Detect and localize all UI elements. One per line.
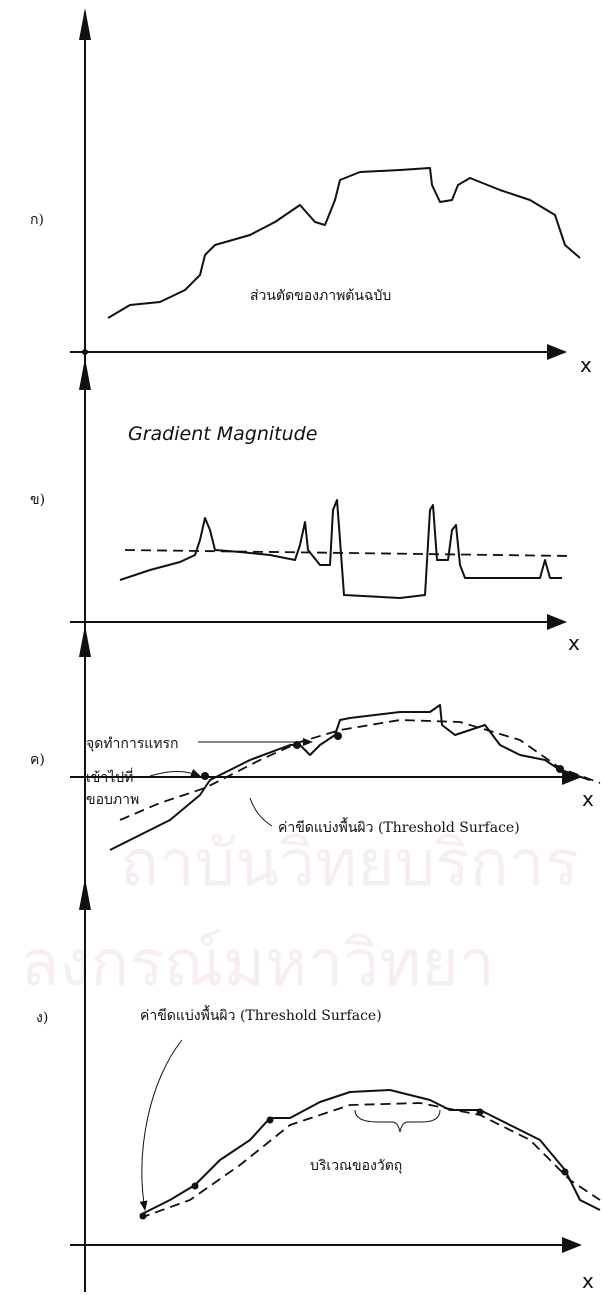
annotation: ส่วนตัดของภาพต้นฉบับ	[250, 288, 391, 304]
threshold-curve	[120, 720, 600, 820]
x-label: x	[582, 787, 594, 811]
leader	[142, 1040, 182, 1210]
profile-curve	[140, 1090, 600, 1215]
x-label: x	[568, 631, 580, 655]
gradient-curve	[120, 500, 562, 598]
watermark: ลงกรณ์มหาวิทยา	[20, 927, 495, 1001]
panel-label: ก)	[30, 212, 44, 228]
diagram: ถาบันวิทยบริการ ลงกรณ์มหาวิทยา ก) x ส่วน…	[0, 0, 602, 1295]
insertion-points	[201, 732, 564, 780]
threshold-line	[125, 550, 572, 556]
watermark: ถาบันวิทยบริการ	[120, 827, 579, 901]
brace	[355, 1110, 440, 1132]
annotation: Gradient Magnitude	[128, 423, 317, 445]
x-label: x	[580, 353, 592, 377]
annotation: จุดทำการแทรก	[86, 736, 179, 752]
annotation: เข้าไปที่	[86, 768, 133, 786]
origin	[82, 349, 88, 355]
annotation: บริเวณของวัตถุ	[310, 1158, 402, 1174]
annotation: ขอบภาพ	[86, 792, 139, 808]
leader	[250, 798, 272, 826]
annotation: ค่าขีดแบ่งพื้นผิว (Threshold Surface)	[278, 817, 520, 836]
annotation: ค่าขีดแบ่งพื้นผิว (Threshold Surface)	[140, 1005, 382, 1024]
leader	[150, 772, 200, 777]
panel-label: ข)	[30, 492, 45, 508]
panel-label: ง)	[36, 1010, 48, 1026]
x-label: x	[582, 1269, 594, 1293]
panel-label: ค)	[30, 752, 45, 768]
